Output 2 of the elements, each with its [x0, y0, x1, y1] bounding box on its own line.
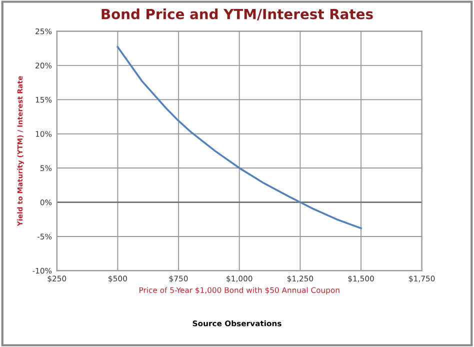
chart-title: Bond Price and YTM/Interest Rates [102, 8, 373, 20]
line-series [116, 46, 362, 230]
